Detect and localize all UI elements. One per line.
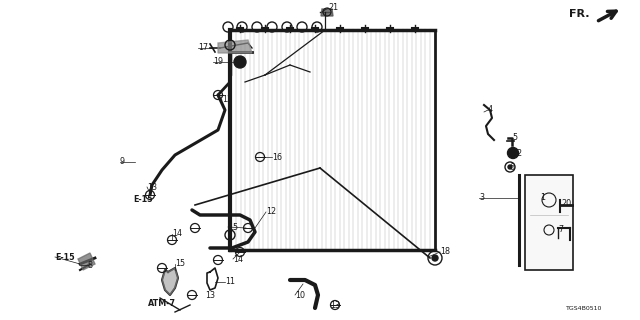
Circle shape — [508, 165, 512, 169]
Circle shape — [432, 255, 438, 261]
Text: 13: 13 — [222, 95, 232, 105]
Text: 2: 2 — [516, 148, 521, 157]
Text: 11: 11 — [225, 277, 235, 286]
Text: 1: 1 — [540, 194, 545, 203]
Text: 17: 17 — [198, 44, 208, 52]
Text: 14: 14 — [172, 229, 182, 238]
Text: 4: 4 — [488, 106, 493, 115]
Text: E-15: E-15 — [133, 196, 152, 204]
Text: ATM-7: ATM-7 — [148, 299, 176, 308]
Text: 14: 14 — [233, 254, 243, 263]
Text: 15: 15 — [228, 222, 238, 231]
Polygon shape — [78, 253, 95, 270]
Text: TGS4B0510: TGS4B0510 — [566, 307, 602, 311]
Bar — [525, 175, 573, 270]
Text: 5: 5 — [512, 133, 517, 142]
Text: 13: 13 — [330, 300, 340, 309]
Text: 10: 10 — [295, 291, 305, 300]
Text: 6: 6 — [509, 163, 514, 172]
Text: 7: 7 — [558, 225, 563, 234]
Polygon shape — [321, 9, 333, 16]
Text: 18: 18 — [440, 247, 450, 257]
Polygon shape — [162, 268, 178, 295]
Text: 13: 13 — [205, 292, 215, 300]
Text: 16: 16 — [272, 153, 282, 162]
Text: 21: 21 — [328, 4, 338, 12]
Text: 19: 19 — [213, 58, 223, 67]
Text: 3: 3 — [479, 194, 484, 203]
Text: 15: 15 — [175, 260, 185, 268]
Text: 13: 13 — [147, 182, 157, 191]
Polygon shape — [218, 40, 252, 53]
Circle shape — [234, 56, 246, 68]
Text: FR.: FR. — [570, 9, 590, 19]
Text: 8: 8 — [88, 260, 93, 269]
Text: 12: 12 — [266, 207, 276, 217]
Text: E-15: E-15 — [55, 252, 75, 261]
Text: 20: 20 — [561, 199, 571, 209]
Circle shape — [508, 148, 518, 158]
Text: 9: 9 — [120, 157, 125, 166]
